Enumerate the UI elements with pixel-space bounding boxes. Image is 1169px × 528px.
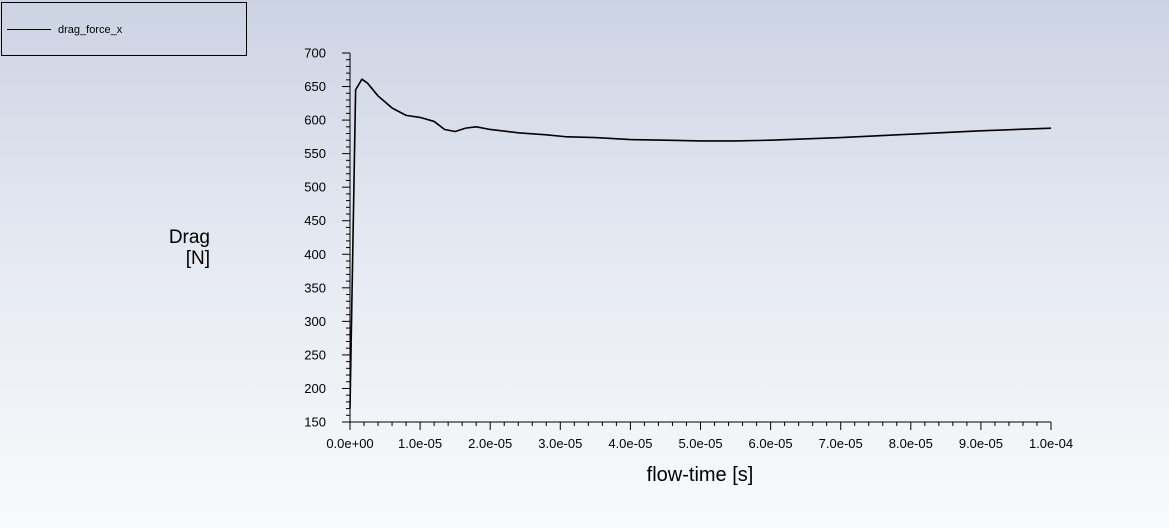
y-tick-label: 400 xyxy=(304,247,326,262)
x-tick-label: 2.0e-05 xyxy=(468,436,512,451)
y-tick-label: 600 xyxy=(304,113,326,128)
legend-swatch-drag-force-x xyxy=(7,29,51,30)
y-tick-label: 650 xyxy=(304,79,326,94)
y-axis-label-line-2: [N] xyxy=(185,248,210,269)
series-layer xyxy=(349,78,1052,409)
y-tick-label: 500 xyxy=(304,180,326,195)
y-tick-label: 550 xyxy=(304,146,326,161)
y-tick-label: 350 xyxy=(304,280,326,295)
y-tick-label: 250 xyxy=(304,347,326,362)
x-tick-label: 6.0e-05 xyxy=(749,436,793,451)
y-tick-label: 300 xyxy=(304,314,326,329)
y-tick-label: 700 xyxy=(304,46,326,61)
y-axis-label: Drag [N] xyxy=(150,227,210,269)
x-tick-label: 1.0e-04 xyxy=(1029,436,1073,451)
x-tick-label: 3.0e-05 xyxy=(538,436,582,451)
y-axis-label-line-1: Drag xyxy=(168,227,210,248)
x-tick-label: 9.0e-05 xyxy=(959,436,1003,451)
y-tick-label: 200 xyxy=(304,381,326,396)
x-axis-label: flow-time [s] xyxy=(647,464,754,486)
x-tick-label: 0.0e+00 xyxy=(326,436,373,451)
legend-label-drag-force-x: drag_force_x xyxy=(58,24,123,36)
series-line-drag-force-x xyxy=(349,78,1052,409)
x-tick-label: 8.0e-05 xyxy=(889,436,933,451)
x-tick-label: 7.0e-05 xyxy=(819,436,863,451)
x-tick-label: 5.0e-05 xyxy=(678,436,722,451)
x-tick-label: 4.0e-05 xyxy=(608,436,652,451)
legend: drag_force_x xyxy=(1,2,247,56)
x-tick-label: 1.0e-05 xyxy=(398,436,442,451)
axes: 150 200 250 300 350 400 450 500 550 600 650 700 0.0e… xyxy=(304,46,1073,452)
y-tick-label: 150 xyxy=(304,415,326,430)
y-tick-label: 450 xyxy=(304,213,326,228)
